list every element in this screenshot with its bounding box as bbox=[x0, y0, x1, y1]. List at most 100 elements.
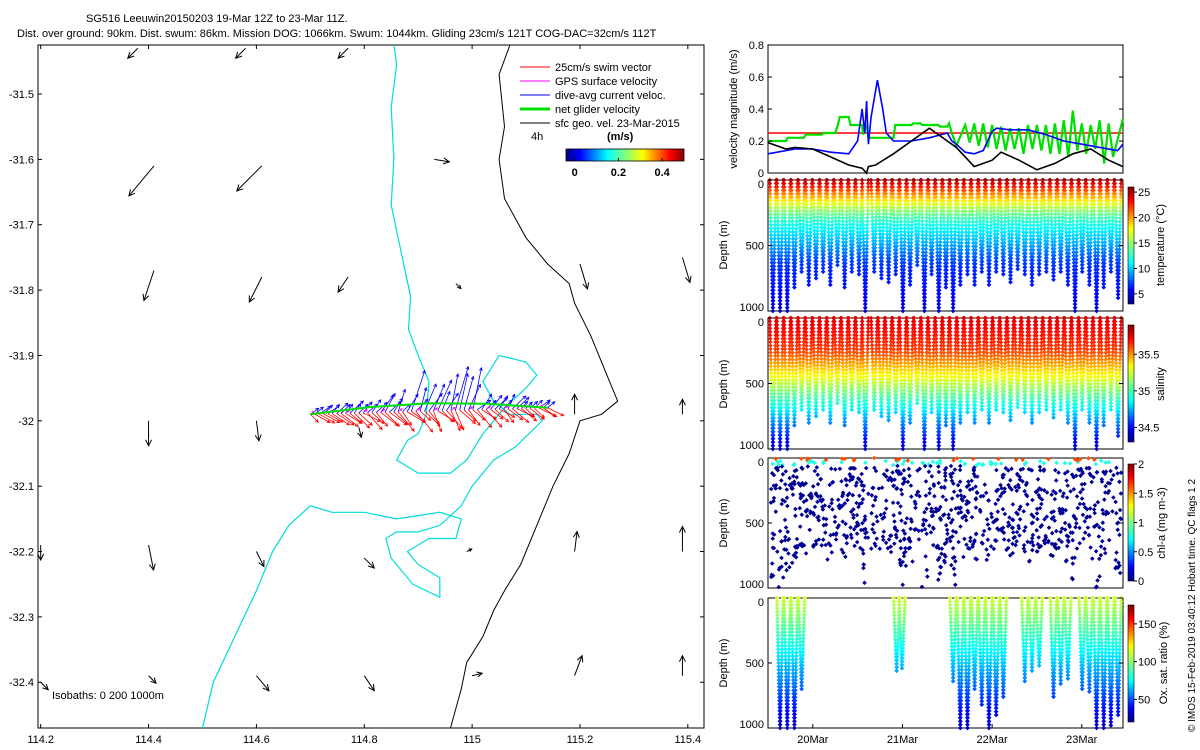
surface-velocity-arrow-head bbox=[468, 548, 473, 552]
current-vector-head bbox=[503, 397, 508, 402]
surface-velocity-arrow-head bbox=[576, 654, 584, 663]
section-point bbox=[799, 262, 805, 268]
surface-velocity-arrow bbox=[40, 681, 49, 691]
gps-vector-head bbox=[417, 407, 421, 411]
swim-vector-head bbox=[472, 420, 477, 425]
section-point bbox=[792, 267, 798, 273]
swim-vector-head bbox=[326, 419, 331, 424]
map-xtick-label: 114.4 bbox=[135, 734, 162, 746]
swim-vector bbox=[318, 413, 335, 424]
swim-vector bbox=[371, 412, 385, 424]
swim-vector-head bbox=[519, 416, 524, 421]
section-point bbox=[779, 253, 784, 259]
gps-vector-head bbox=[364, 409, 368, 413]
swim-vector bbox=[454, 410, 465, 431]
swim-vector bbox=[314, 413, 331, 423]
gps-vector-head bbox=[435, 407, 439, 411]
section-point bbox=[799, 269, 804, 274]
swim-vector-head bbox=[380, 420, 385, 425]
section-point bbox=[769, 257, 774, 262]
section-point bbox=[806, 282, 812, 288]
surface-velocity-arrow-head bbox=[457, 284, 462, 290]
current-vector bbox=[432, 384, 445, 412]
surface-velocity-arrow-head bbox=[142, 293, 150, 302]
current-vector bbox=[490, 395, 503, 410]
current-vector-head bbox=[392, 392, 396, 397]
swim-vector bbox=[547, 407, 564, 417]
map-colorbar-ticks: 0 0.2 0.4 bbox=[572, 158, 671, 179]
current-vector-head bbox=[377, 399, 382, 404]
section-point bbox=[771, 281, 776, 286]
section-point bbox=[806, 279, 812, 284]
section-point bbox=[785, 288, 791, 293]
swim-vector bbox=[367, 412, 383, 430]
section-point bbox=[771, 294, 776, 300]
colorbar-tick-label: 15 bbox=[1138, 238, 1150, 250]
section-point bbox=[785, 277, 791, 283]
map-y-axis: -31.5-31.6-31.7-31.8-31.9-32-32.1-32.2-3… bbox=[9, 89, 704, 689]
swim-vector bbox=[332, 413, 350, 426]
gps-vector-head bbox=[470, 406, 474, 410]
swim-vector-head bbox=[410, 427, 415, 432]
map-ytick-label: -31.5 bbox=[9, 89, 34, 101]
surface-velocity-arrow-head bbox=[367, 561, 376, 569]
swim-vector-head bbox=[427, 417, 432, 421]
section-point bbox=[771, 277, 776, 283]
map-xtick-label: 115.4 bbox=[674, 734, 701, 746]
section-point bbox=[793, 257, 798, 262]
current-vector-head bbox=[422, 369, 426, 374]
swim-vector bbox=[327, 413, 344, 423]
swim-vector bbox=[468, 409, 481, 426]
swim-vector bbox=[323, 413, 340, 423]
velocity-series-line bbox=[767, 127, 1124, 175]
swim-vector bbox=[450, 410, 461, 431]
section-point bbox=[778, 281, 784, 286]
swim-vector bbox=[380, 412, 398, 426]
surface-velocity-arrow-head bbox=[442, 157, 451, 165]
section-point bbox=[806, 275, 812, 281]
surface-velocity-arrow bbox=[248, 276, 263, 303]
current-vector-head bbox=[525, 396, 530, 401]
current-vector-head bbox=[346, 403, 351, 408]
surface-velocity-arrow-head bbox=[357, 431, 364, 439]
map-x-axis: 114.2 114.4 114.6 114.8 115 115.2 115.4 bbox=[27, 45, 701, 746]
current-vector-head bbox=[465, 365, 470, 370]
surface-velocity-arrow bbox=[681, 257, 691, 283]
surface-velocity-arrow bbox=[127, 47, 139, 59]
current-vector-head bbox=[455, 392, 459, 397]
section-point bbox=[785, 298, 790, 303]
current-vector-head bbox=[551, 401, 556, 405]
swim-vector-head bbox=[378, 426, 383, 431]
section-point bbox=[799, 255, 805, 261]
section-point bbox=[785, 281, 791, 286]
current-vector-head bbox=[423, 386, 428, 391]
section-point bbox=[776, 260, 782, 265]
section-point bbox=[785, 308, 790, 314]
section-point bbox=[806, 268, 812, 274]
surface-velocity-arrow bbox=[236, 165, 263, 192]
surface-velocity-arrow bbox=[235, 47, 246, 59]
swim-vector-head bbox=[498, 423, 503, 428]
section-point bbox=[792, 278, 797, 283]
velocity-ytick-label: 0 bbox=[758, 168, 764, 180]
gps-vector-head bbox=[540, 404, 544, 408]
velocity-axes-frame bbox=[767, 44, 1124, 174]
isobath-path bbox=[450, 44, 619, 729]
swim-vector-head bbox=[525, 419, 530, 424]
section-point bbox=[792, 260, 798, 266]
net-velocity-track bbox=[310, 402, 548, 416]
current-vector bbox=[477, 399, 491, 411]
section-point bbox=[783, 257, 789, 262]
current-vector bbox=[340, 404, 351, 414]
map-axes-frame bbox=[37, 44, 705, 729]
surface-velocity-arrow bbox=[128, 165, 155, 197]
section-point bbox=[779, 257, 784, 262]
swim-vector bbox=[389, 411, 408, 426]
section-point bbox=[807, 265, 812, 270]
swim-vector-head bbox=[476, 422, 481, 427]
section-point bbox=[771, 267, 777, 272]
swim-vector bbox=[375, 412, 388, 427]
